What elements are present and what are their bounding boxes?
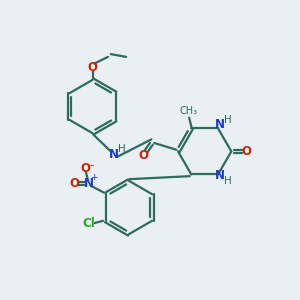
Text: +: + — [90, 173, 98, 182]
Text: N: N — [214, 118, 224, 131]
Text: -: - — [89, 159, 94, 172]
Text: H: H — [224, 176, 232, 187]
Text: CH₃: CH₃ — [179, 106, 198, 116]
Text: H: H — [224, 116, 232, 125]
Text: H: H — [118, 144, 125, 154]
Text: N: N — [83, 177, 94, 190]
Text: N: N — [109, 148, 118, 161]
Text: N: N — [214, 169, 224, 182]
Text: O: O — [69, 177, 79, 190]
Text: O: O — [138, 149, 148, 162]
Text: O: O — [88, 61, 98, 74]
Text: O: O — [81, 162, 91, 176]
Text: O: O — [242, 145, 252, 158]
Text: Cl: Cl — [82, 217, 95, 230]
